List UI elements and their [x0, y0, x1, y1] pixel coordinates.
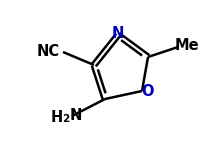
Text: 2: 2: [62, 114, 70, 124]
Text: N: N: [70, 109, 82, 124]
Text: N: N: [112, 26, 124, 41]
Text: NC: NC: [36, 43, 60, 58]
Text: O: O: [142, 85, 154, 100]
Text: Me: Me: [175, 38, 199, 53]
Text: H: H: [51, 111, 63, 126]
